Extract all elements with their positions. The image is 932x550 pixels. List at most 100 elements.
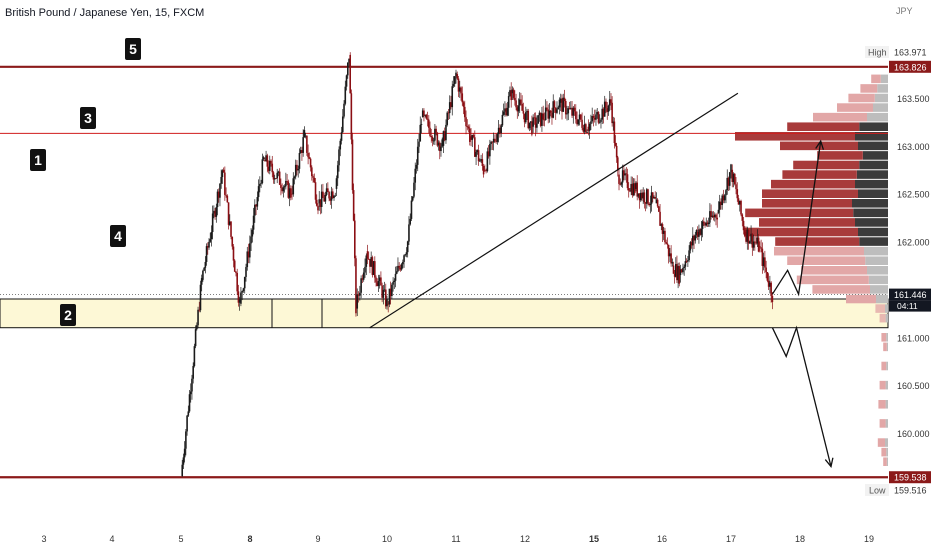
candle-body: [728, 172, 731, 186]
candle-body: [238, 299, 241, 303]
countdown: 04:11: [897, 301, 918, 311]
candle-body: [384, 289, 387, 307]
volume-bar-a: [871, 74, 881, 84]
volume-bar-b: [859, 237, 888, 246]
candle-body: [694, 235, 697, 241]
candle-body: [649, 203, 652, 206]
wave-label-1: 1: [30, 149, 46, 171]
time-tick-label: 10: [382, 534, 392, 544]
volume-bar-a: [848, 93, 875, 103]
volume-bar-a: [817, 151, 863, 160]
candle-body: [355, 258, 357, 314]
wave-label-4: 4: [110, 225, 126, 247]
candle-body: [534, 117, 537, 128]
candle-body: [543, 119, 546, 121]
candle-body: [296, 164, 298, 171]
candle-body: [200, 278, 203, 285]
candle-body: [366, 251, 369, 259]
candle-body: [260, 183, 262, 184]
candle-body: [441, 139, 443, 147]
top-level-tag-bg: [889, 60, 931, 73]
candle-body: [381, 285, 383, 298]
volume-bar-a: [801, 266, 867, 275]
candle-body: [575, 111, 577, 120]
candle-body: [290, 188, 292, 198]
volume-bar-a: [879, 419, 886, 428]
candle-body: [770, 282, 772, 296]
candle-body: [562, 97, 565, 112]
candle-body: [376, 282, 379, 287]
candle-body: [677, 266, 679, 281]
price-axis[interactable]: 163.500 163.000 162.500 162.000 161.000 160.5…: [865, 46, 931, 496]
volume-bar-a: [860, 84, 878, 93]
candle-body: [204, 261, 207, 268]
time-axis[interactable]: 3 4 5 8 9 10 11 12 15 16 17 18 19: [41, 534, 874, 544]
candle-body: [671, 262, 674, 264]
candle-body: [669, 253, 671, 257]
candle-body: [581, 119, 583, 128]
candle-body: [653, 196, 655, 199]
volume-bar-a: [762, 199, 852, 208]
candle-body: [563, 97, 566, 102]
candle-body: [731, 169, 734, 183]
level-lines: [0, 65, 888, 479]
candle-body: [559, 98, 562, 103]
candle-body: [700, 228, 703, 235]
candle-body: [281, 187, 283, 192]
volume-bar-b: [868, 275, 888, 285]
time-tick-label: 9: [315, 534, 320, 544]
candle-body: [643, 192, 646, 203]
candle-body: [183, 448, 186, 458]
candle-body: [634, 183, 636, 194]
wave-label-box: [110, 225, 126, 247]
candle-body: [192, 366, 194, 379]
candle-body: [689, 242, 692, 251]
candle-body: [455, 72, 457, 77]
volume-bar-b: [886, 333, 888, 342]
candle-body: [722, 195, 725, 201]
candle-body: [189, 391, 192, 395]
candle-body: [257, 186, 260, 198]
candle-body: [215, 207, 218, 217]
volume-bar-b: [867, 112, 888, 122]
candle-body: [726, 177, 729, 191]
candle-body: [414, 168, 417, 183]
candle-body: [515, 100, 517, 108]
candle-body: [292, 178, 295, 195]
candle-body: [219, 183, 221, 198]
candle-body: [378, 277, 381, 282]
candle-body: [518, 99, 521, 106]
candle-body: [418, 141, 420, 147]
candle-body: [197, 309, 199, 326]
candle-body: [585, 124, 587, 133]
candle-body: [554, 107, 557, 113]
candle-body: [583, 124, 586, 132]
candle-body: [532, 117, 534, 127]
candle-body: [491, 141, 494, 143]
volume-bar-b: [873, 103, 888, 112]
volume-bar-a: [771, 179, 855, 189]
candle-body: [205, 246, 208, 262]
candle-body: [720, 201, 722, 206]
volume-bar-a: [782, 170, 857, 179]
volume-bar-b: [853, 208, 888, 218]
candle-body: [542, 113, 544, 120]
price-tick-label: 160.500: [897, 381, 930, 391]
candle-body: [343, 103, 345, 117]
candle-body: [264, 160, 266, 162]
volume-bar-b: [874, 93, 888, 103]
price-series: [181, 52, 774, 478]
candle-body: [712, 215, 715, 218]
candle-body: [698, 229, 700, 237]
candle-body: [662, 230, 665, 234]
candle-body: [736, 189, 739, 199]
candle-body: [582, 127, 585, 132]
candle-body: [299, 150, 302, 153]
candle-body: [710, 211, 712, 217]
candle-body: [507, 96, 510, 108]
candle-body: [370, 257, 372, 267]
candle-body: [590, 121, 592, 124]
candle-body: [598, 121, 601, 123]
candle-body: [531, 121, 533, 135]
